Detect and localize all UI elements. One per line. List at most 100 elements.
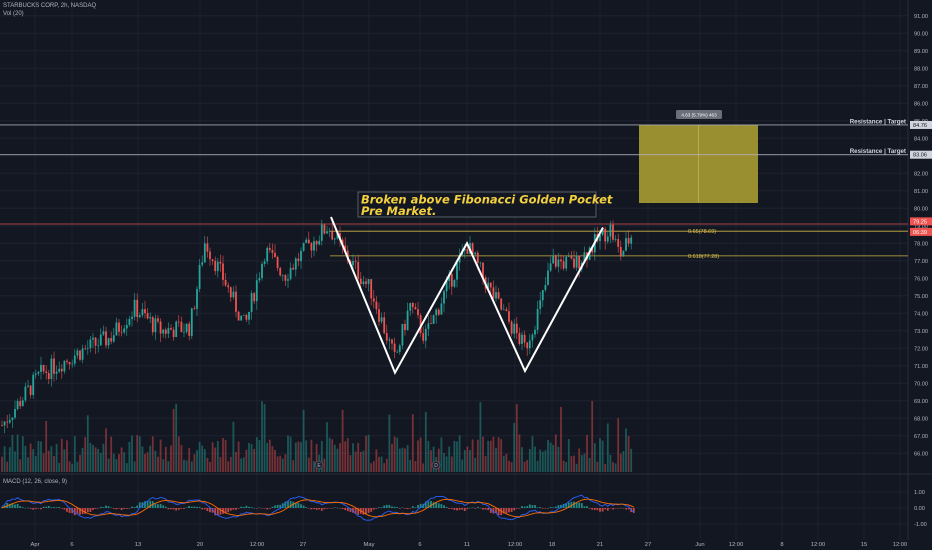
volume-bar bbox=[396, 437, 399, 472]
macd-hist-bar bbox=[271, 506, 274, 508]
candle-body bbox=[294, 258, 297, 270]
volume-bar bbox=[513, 422, 516, 472]
macd-hist-bar bbox=[42, 506, 45, 508]
macd-hist-bar bbox=[102, 507, 105, 508]
volume-bar bbox=[578, 448, 581, 472]
volume-bar bbox=[606, 423, 609, 472]
volume-bar bbox=[112, 453, 115, 472]
volume-bar bbox=[489, 440, 492, 472]
candle-body bbox=[401, 323, 404, 346]
candle-body bbox=[292, 267, 295, 270]
time-tick-label: 12:00 bbox=[508, 542, 523, 548]
price-tick-label: 78.00 bbox=[914, 241, 928, 247]
volume-bar bbox=[601, 440, 604, 472]
macd-hist-bar bbox=[55, 507, 58, 508]
macd-hist-bar bbox=[164, 506, 167, 508]
macd-hist-bar bbox=[489, 508, 492, 513]
price-tick-label: 69.00 bbox=[914, 399, 928, 405]
candle-body bbox=[19, 401, 22, 407]
macd-hist-bar bbox=[580, 503, 583, 508]
volume-bar bbox=[229, 456, 232, 472]
candle-body bbox=[250, 293, 253, 312]
macd-hist-bar bbox=[393, 506, 396, 508]
volume-bar bbox=[79, 454, 81, 472]
candle-body bbox=[76, 350, 79, 356]
volume-bar bbox=[240, 458, 243, 472]
volume-bar bbox=[508, 460, 510, 472]
candle-body bbox=[372, 298, 375, 302]
volume-bar bbox=[612, 462, 614, 472]
macd-hist-bar bbox=[232, 508, 235, 510]
candle-body bbox=[118, 322, 120, 332]
macd-hist-bar bbox=[255, 508, 258, 509]
macd-hist-bar bbox=[565, 503, 568, 508]
volume-bar bbox=[539, 449, 542, 472]
candle-body bbox=[58, 368, 61, 372]
event-marker-label: D bbox=[434, 463, 438, 469]
price-tick-label: 66.00 bbox=[914, 451, 928, 457]
time-tick-label: 6 bbox=[70, 542, 73, 548]
volume-bar bbox=[357, 442, 360, 472]
macd-hist-bar bbox=[287, 501, 289, 508]
candle-body bbox=[487, 282, 490, 289]
price-tick-label: 76.00 bbox=[914, 276, 928, 282]
volume-bar bbox=[422, 463, 425, 472]
macd-hist-bar bbox=[505, 508, 508, 514]
macd-tick-label: 1.00 bbox=[914, 490, 925, 496]
candle-body bbox=[515, 323, 518, 334]
macd-hist-bar bbox=[27, 507, 29, 509]
volume-bar bbox=[279, 455, 282, 472]
volume-bar bbox=[573, 455, 575, 472]
candle-body bbox=[232, 291, 235, 298]
macd-hist-bar bbox=[310, 508, 313, 510]
macd-hist-bar bbox=[456, 508, 458, 511]
macd-hist-bar bbox=[619, 507, 622, 509]
volume-bar bbox=[528, 449, 531, 472]
volume-bar bbox=[430, 450, 432, 472]
candle-body bbox=[79, 350, 81, 360]
macd-hist-bar bbox=[541, 508, 544, 509]
macd-hist-bar bbox=[123, 508, 126, 509]
macd-hist-bar bbox=[326, 508, 328, 509]
volume-bar bbox=[287, 435, 289, 472]
candle-body bbox=[112, 335, 115, 342]
macd-hist-bar bbox=[484, 508, 487, 510]
candle-body bbox=[211, 259, 214, 261]
volume-bar bbox=[193, 454, 196, 472]
volume-bar bbox=[125, 463, 128, 472]
macd-hist-bar bbox=[391, 506, 393, 508]
candle-body bbox=[531, 334, 534, 341]
candle-body bbox=[591, 247, 594, 253]
volume-bar bbox=[458, 435, 461, 472]
volume-bar bbox=[144, 453, 146, 472]
macd-hist-bar bbox=[534, 505, 536, 508]
macd-hist-bar bbox=[53, 507, 55, 508]
candle-body bbox=[497, 292, 500, 299]
w-pattern bbox=[330, 216, 604, 376]
macd-hist-bar bbox=[567, 502, 570, 508]
macd-hist-bar bbox=[513, 508, 516, 511]
candle-body bbox=[37, 371, 40, 374]
macd-hist-bar bbox=[578, 502, 581, 508]
macd-hist-bar bbox=[344, 508, 347, 511]
candle-body bbox=[60, 368, 63, 372]
volume-bar bbox=[120, 447, 123, 472]
annotation-line-2: Pre Market. bbox=[361, 204, 436, 218]
volume-bar bbox=[518, 434, 521, 472]
volume-bar bbox=[326, 422, 328, 472]
volume-bar bbox=[232, 421, 235, 472]
candle-body bbox=[297, 258, 300, 262]
macd-hist-bar bbox=[593, 508, 596, 511]
macd-hist-bar bbox=[242, 506, 245, 508]
candle-body bbox=[411, 303, 414, 308]
candle-body bbox=[66, 360, 68, 362]
macd-hist-bar bbox=[206, 508, 209, 512]
macd-hist-bar bbox=[375, 508, 378, 509]
macd-hist-bar bbox=[258, 507, 261, 509]
price-tick-label: 74.00 bbox=[914, 311, 928, 317]
macd-hist-bar bbox=[162, 505, 165, 508]
volume-bar bbox=[190, 461, 193, 472]
macd-hist-bar bbox=[89, 508, 92, 512]
